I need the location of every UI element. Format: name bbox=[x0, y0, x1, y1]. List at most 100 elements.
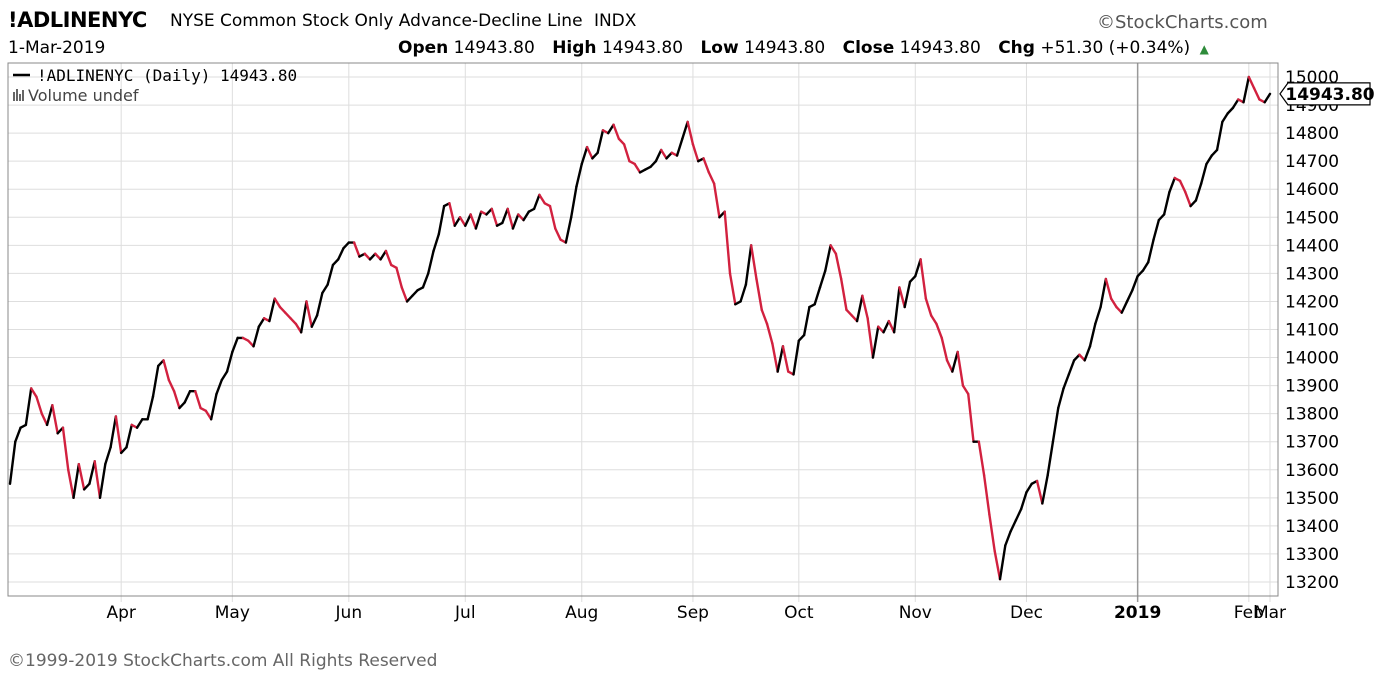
price-segment bbox=[231, 336, 239, 354]
price-segment bbox=[273, 297, 282, 309]
price-segment bbox=[104, 446, 112, 466]
y-tick-label: 13900 bbox=[1285, 377, 1339, 397]
plot-frame bbox=[7, 62, 1279, 597]
price-segment bbox=[988, 513, 996, 553]
price-segment bbox=[612, 123, 621, 140]
x-tick-label: Sep bbox=[677, 603, 709, 623]
price-series bbox=[8, 75, 1272, 581]
price-segment bbox=[1131, 275, 1139, 292]
price-segment bbox=[88, 460, 96, 485]
price-segment bbox=[824, 244, 832, 272]
price-segment bbox=[427, 249, 435, 275]
copyright-notice: ©1999-2019 StockCharts.com All Rights Re… bbox=[8, 651, 438, 671]
price-segment bbox=[771, 342, 779, 373]
price-segment bbox=[490, 207, 499, 227]
exchange-text: INDX bbox=[593, 11, 637, 31]
price-segment bbox=[82, 482, 91, 491]
price-segment bbox=[591, 151, 599, 160]
price-segment bbox=[458, 216, 467, 227]
price-segment bbox=[8, 440, 17, 485]
price-segment bbox=[225, 350, 234, 373]
price-segment bbox=[178, 401, 186, 410]
price-segment bbox=[278, 305, 287, 314]
y-tick-label: 13300 bbox=[1285, 545, 1339, 565]
price-segment bbox=[1215, 120, 1224, 152]
chg-value: +51.30 (+0.34%) bbox=[1040, 38, 1191, 58]
price-segment bbox=[1099, 277, 1108, 309]
price-segment bbox=[337, 246, 345, 261]
y-tick-label: 14700 bbox=[1285, 152, 1339, 172]
price-segment bbox=[395, 266, 403, 289]
price-segment bbox=[818, 269, 827, 289]
price-segment bbox=[892, 286, 901, 334]
price-segment bbox=[1157, 213, 1166, 222]
price-segment bbox=[1263, 92, 1272, 104]
price-segment bbox=[183, 390, 192, 404]
price-segment bbox=[1231, 98, 1240, 110]
brand-logo[interactable]: ©StockCharts.com bbox=[1097, 12, 1268, 33]
price-segment bbox=[400, 286, 409, 303]
price-segment bbox=[453, 216, 462, 227]
chart-grid bbox=[8, 63, 1278, 602]
price-segment bbox=[797, 333, 806, 342]
price-segment bbox=[749, 244, 758, 281]
description-text: NYSE Common Stock Only Advance-Decline L… bbox=[170, 11, 583, 31]
ohlc-readout: Open 14943.80 High 14943.80 Low 14943.80… bbox=[398, 38, 1209, 58]
price-segment bbox=[1210, 148, 1219, 157]
price-segment bbox=[1189, 199, 1198, 208]
price-segment bbox=[1125, 289, 1134, 303]
price-segment bbox=[35, 395, 43, 415]
open-value: 14943.80 bbox=[453, 38, 535, 58]
price-segment bbox=[935, 322, 943, 340]
price-segment bbox=[384, 249, 393, 267]
close-value: 14943.80 bbox=[899, 38, 981, 58]
price-segment bbox=[77, 462, 86, 491]
price-segment bbox=[522, 210, 531, 222]
price-segment bbox=[24, 387, 33, 427]
price-segment bbox=[596, 129, 605, 154]
x-tick-label: Feb bbox=[1234, 603, 1264, 623]
y-tick-label: 14000 bbox=[1285, 349, 1339, 369]
price-segment bbox=[649, 159, 658, 168]
price-segment bbox=[914, 258, 922, 278]
price-segment bbox=[1205, 154, 1213, 166]
price-segment bbox=[268, 297, 276, 323]
price-segment bbox=[506, 207, 515, 230]
price-segment bbox=[114, 415, 123, 455]
price-segment bbox=[866, 317, 875, 359]
price-segment bbox=[167, 378, 176, 393]
price-segment bbox=[1035, 479, 1044, 505]
price-segment bbox=[633, 162, 642, 174]
price-segment bbox=[908, 275, 917, 284]
x-tick-label: 2019 bbox=[1114, 603, 1161, 623]
price-segment bbox=[299, 300, 308, 334]
price-segment bbox=[622, 143, 631, 163]
price-segment bbox=[1168, 176, 1176, 194]
price-segment bbox=[755, 277, 763, 312]
y-tick-label: 13800 bbox=[1285, 405, 1339, 425]
price-segment bbox=[1083, 345, 1092, 362]
price-segment bbox=[474, 210, 483, 230]
price-segment bbox=[1136, 269, 1145, 278]
x-tick-label: Apr bbox=[106, 603, 135, 623]
y-tick-label: 13500 bbox=[1285, 489, 1339, 509]
up-arrow-icon: ▲ bbox=[1199, 42, 1209, 56]
price-segment bbox=[326, 263, 335, 286]
price-segment bbox=[1152, 218, 1161, 241]
price-segment bbox=[321, 283, 329, 295]
price-segment bbox=[940, 336, 949, 362]
price-segment bbox=[564, 216, 573, 244]
x-tick-label: Jul bbox=[454, 603, 476, 623]
price-segment bbox=[681, 120, 689, 140]
price-segment bbox=[723, 210, 732, 275]
price-segment bbox=[702, 157, 711, 174]
volume-bars-icon bbox=[13, 89, 24, 101]
price-segment bbox=[405, 294, 414, 303]
price-segment bbox=[1041, 474, 1049, 505]
price-segment bbox=[781, 345, 790, 373]
y-tick-label: 14400 bbox=[1285, 236, 1339, 256]
price-segment bbox=[40, 412, 49, 427]
y-tick-label: 14200 bbox=[1285, 292, 1339, 312]
